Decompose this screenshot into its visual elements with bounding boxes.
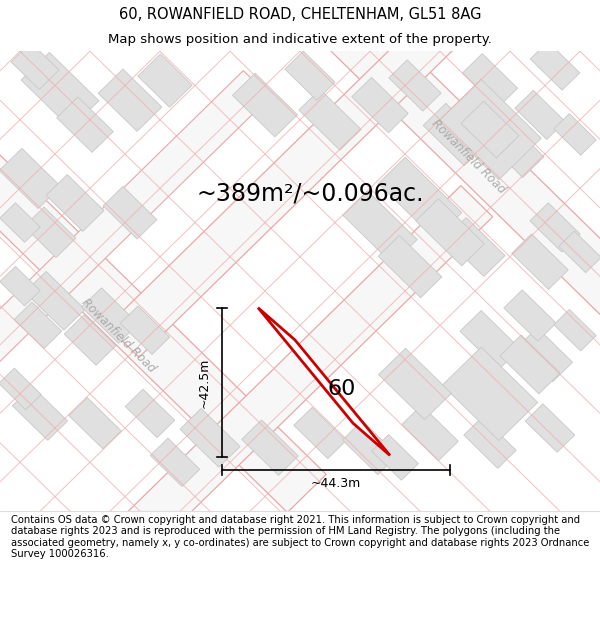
Text: Rowanfield Road: Rowanfield Road <box>428 118 508 196</box>
Polygon shape <box>554 114 596 155</box>
Text: ~44.3m: ~44.3m <box>311 478 361 491</box>
Polygon shape <box>445 217 505 276</box>
Polygon shape <box>378 236 442 298</box>
Polygon shape <box>64 315 116 365</box>
Polygon shape <box>504 290 556 341</box>
Polygon shape <box>69 398 121 449</box>
Text: Contains OS data © Crown copyright and database right 2021. This information is : Contains OS data © Crown copyright and d… <box>11 514 589 559</box>
Polygon shape <box>25 271 85 330</box>
Polygon shape <box>371 434 418 480</box>
Polygon shape <box>512 234 568 289</box>
Polygon shape <box>299 89 361 150</box>
Polygon shape <box>242 420 298 476</box>
Text: Map shows position and indicative extent of the property.: Map shows position and indicative extent… <box>108 34 492 46</box>
Polygon shape <box>0 266 40 306</box>
Polygon shape <box>0 368 41 409</box>
Polygon shape <box>285 51 335 100</box>
Polygon shape <box>352 78 408 132</box>
Polygon shape <box>460 311 520 369</box>
Polygon shape <box>530 203 580 252</box>
Polygon shape <box>0 148 61 209</box>
Polygon shape <box>461 101 519 158</box>
Polygon shape <box>554 309 596 351</box>
Text: ~389m²/~0.096ac.: ~389m²/~0.096ac. <box>196 181 424 205</box>
Polygon shape <box>57 97 113 152</box>
Polygon shape <box>343 191 417 264</box>
Polygon shape <box>138 54 192 107</box>
Polygon shape <box>530 42 580 90</box>
Text: 60, ROWANFIELD ROAD, CHELTENHAM, GL51 8AG: 60, ROWANFIELD ROAD, CHELTENHAM, GL51 8A… <box>119 7 481 22</box>
Polygon shape <box>379 348 451 419</box>
Polygon shape <box>98 69 162 131</box>
Polygon shape <box>14 302 62 349</box>
Text: Rowanfield Road: Rowanfield Road <box>79 296 158 374</box>
Polygon shape <box>0 71 270 443</box>
Polygon shape <box>24 207 76 258</box>
Polygon shape <box>150 438 200 486</box>
Polygon shape <box>378 158 462 239</box>
Polygon shape <box>389 60 441 111</box>
Text: ~42.5m: ~42.5m <box>197 357 211 408</box>
Polygon shape <box>103 186 157 239</box>
Polygon shape <box>464 417 516 468</box>
Polygon shape <box>46 174 104 231</box>
Polygon shape <box>463 54 518 107</box>
Polygon shape <box>107 186 493 563</box>
Polygon shape <box>120 306 170 354</box>
Polygon shape <box>180 408 240 468</box>
Text: 60: 60 <box>328 379 356 399</box>
Polygon shape <box>21 52 99 129</box>
Polygon shape <box>439 79 541 180</box>
Polygon shape <box>423 103 487 166</box>
Polygon shape <box>232 73 298 137</box>
Polygon shape <box>107 0 493 357</box>
Polygon shape <box>82 288 138 343</box>
Polygon shape <box>343 421 398 474</box>
Polygon shape <box>294 0 600 361</box>
Polygon shape <box>500 335 560 394</box>
Polygon shape <box>0 202 40 242</box>
Polygon shape <box>0 128 326 512</box>
Polygon shape <box>258 308 390 456</box>
Polygon shape <box>515 90 565 139</box>
Polygon shape <box>517 328 572 382</box>
Polygon shape <box>416 199 484 266</box>
Polygon shape <box>486 121 544 177</box>
Polygon shape <box>442 347 538 441</box>
Polygon shape <box>559 231 600 272</box>
Polygon shape <box>13 386 68 441</box>
Polygon shape <box>11 42 59 89</box>
Polygon shape <box>125 389 175 438</box>
Polygon shape <box>402 405 458 461</box>
Polygon shape <box>294 408 346 459</box>
Polygon shape <box>525 404 575 452</box>
